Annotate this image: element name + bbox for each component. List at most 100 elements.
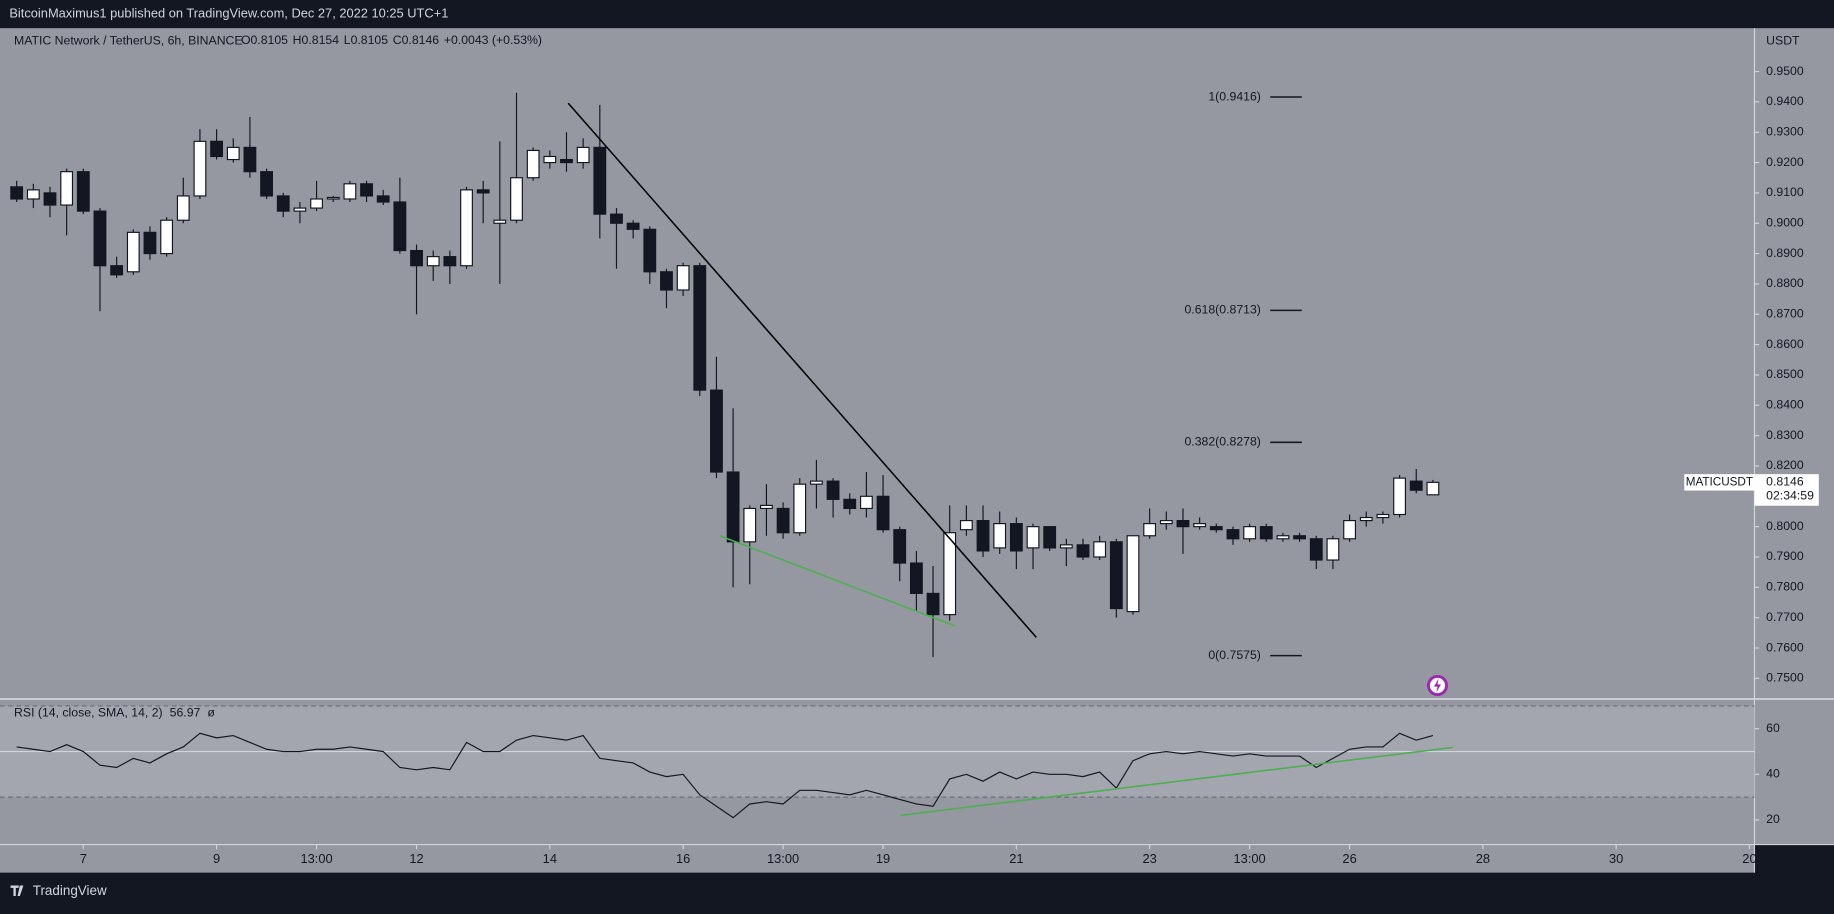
candle-body [1143,523,1157,537]
y-tick-label: 0.9500 [1766,64,1804,78]
rsi-line [16,732,1434,819]
y-tick-label: 0.8500 [1766,367,1804,381]
candle-body [1293,535,1307,540]
candle-body [326,196,340,200]
ohlc-key: O [241,33,251,47]
candle-body [710,389,723,473]
candle-body [26,189,40,200]
x-tick-label: 9 [213,851,220,866]
fib-label: 0.382(0.8278) [1184,435,1260,449]
x-tick-label: 13:00 [767,851,799,866]
y-tick-label: 0.9200 [1766,155,1804,169]
rsi-legend: RSI (14, close, SMA, 14, 2) 56.97 ø [14,706,215,720]
candle-body [1076,544,1090,558]
rsi-tick-label: 40 [1766,767,1780,781]
candle-body [1176,519,1190,528]
candle-body [793,483,807,534]
candle-body [676,265,690,291]
symbol-tag-label: MATICUSDT [1686,475,1753,488]
x-tick-label: 26 [1342,851,1356,866]
candle-body [426,256,440,267]
rsi-title: RSI (14, close, SMA, 14, 2) [14,706,163,720]
time-axis [0,844,1755,873]
ohlc-value: 0.8146 [402,33,440,47]
candle-body [776,507,790,534]
y-tick-label: 0.9400 [1766,94,1804,108]
ohlc-key: C [393,33,402,47]
fib-label: 0.618(0.8713) [1184,303,1260,317]
candle-body [260,171,274,197]
ohlc-value: 0.8154 [302,33,340,47]
y-tick-label: 0.8900 [1766,246,1804,260]
candle-body [859,495,873,510]
candle-body [1093,541,1107,558]
candle-body [510,177,523,221]
x-tick-label: 30 [1609,851,1623,866]
y-tick-label: 0.8600 [1766,337,1804,351]
candle-body [1243,526,1257,540]
symbol-title: MATIC Network / TetherUS, 6h, BINANCE [14,33,243,47]
y-tick-label: 0.8800 [1766,276,1804,290]
candle-body [1343,519,1357,540]
ohlc-value: 0.8105 [250,33,288,47]
y-tick-label: 0.8400 [1766,398,1804,412]
logo [10,885,24,897]
candle-body [693,265,707,391]
candle-body [643,228,657,273]
candle-body [1009,523,1023,552]
rsi-symbol: ø [207,706,215,720]
candle-body [43,192,57,206]
candle-body [1209,526,1223,531]
candle-body [1059,544,1073,549]
candle-body [276,195,290,212]
candle-body [1393,477,1406,516]
candle-body [293,207,307,212]
candle-body [543,155,557,164]
candle-body [226,146,240,161]
candle-body [660,271,673,291]
candle-body [476,189,490,194]
y-tick-label: 0.9300 [1766,124,1804,138]
candle-body [1276,535,1290,540]
alert-icon[interactable] [1426,674,1449,697]
x-tick-label: 14 [543,851,557,866]
candle-body [926,592,940,616]
x-tick-label: 13:00 [300,851,332,866]
candle-body [1359,516,1373,522]
candle-body [810,480,823,485]
candle-body [726,471,740,543]
footer-brand: TradingView [33,883,107,898]
candle-body [60,171,74,206]
y-tick-label: 0.8300 [1766,428,1804,442]
candle-body [1159,519,1173,525]
candle-body [976,519,990,552]
candle-body [826,480,840,500]
header: BitcoinMaximus1 published on TradingView… [9,6,448,21]
candle-body [210,140,224,158]
candle-body [1259,526,1273,540]
currency: USDT [1766,33,1800,47]
y-tick-label: 0.8200 [1766,458,1804,472]
candle-body [143,231,157,255]
y-tick-label: 0.8700 [1766,307,1804,321]
x-tick-label: 12 [409,851,423,866]
fib-label: 1(0.9416) [1208,89,1261,103]
candle-body [176,195,190,221]
candle-body [743,507,757,543]
candle-body [126,231,140,273]
ohlc-key: L [344,33,351,47]
candle-body [376,195,390,203]
fib-label: 0(0.7575) [1208,648,1261,662]
candle-body [1309,538,1323,561]
candle-body [1426,481,1440,496]
candle-body [310,198,323,209]
y-tick-label: 0.7600 [1766,640,1804,654]
candle-body [843,498,857,510]
y-tick-label: 0.9000 [1766,215,1804,229]
x-tick-label: 28 [1476,851,1490,866]
rsi-tick-label: 20 [1766,812,1780,826]
candle-body [993,523,1007,549]
candle-body [576,146,590,164]
candle-body [93,210,107,267]
